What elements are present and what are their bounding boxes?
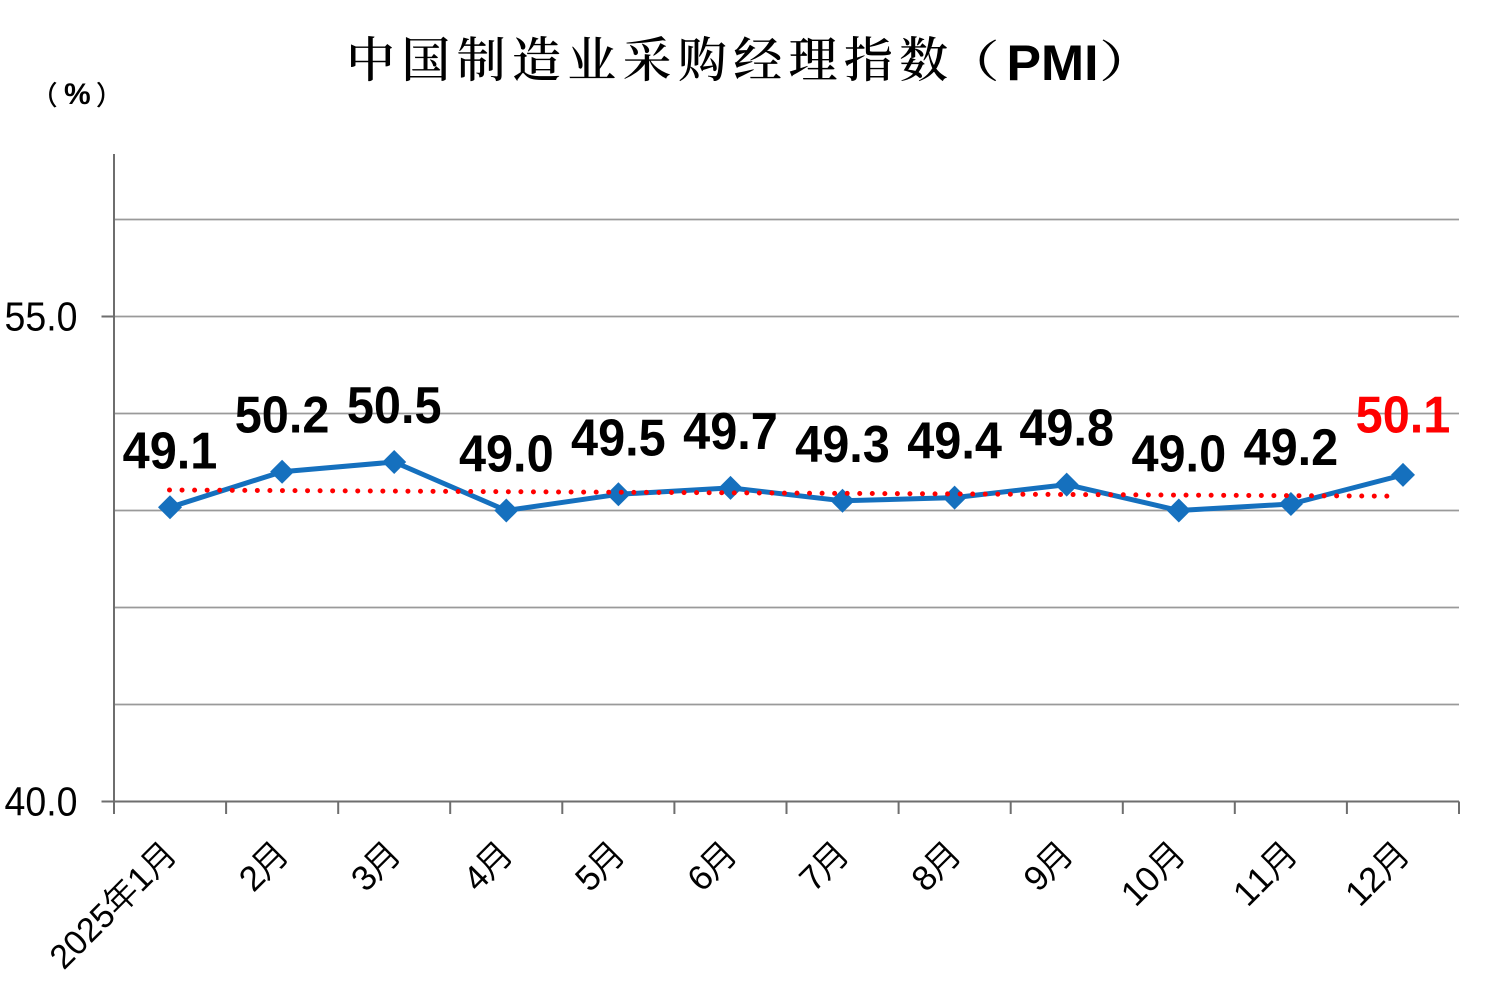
svg-text:49.3: 49.3 [795,416,890,474]
svg-text:49.4: 49.4 [907,413,1002,471]
svg-text:49.0: 49.0 [459,426,554,484]
svg-text:55.0: 55.0 [5,294,78,340]
svg-text:50.1: 50.1 [1356,387,1451,445]
svg-text:49.5: 49.5 [571,409,666,467]
svg-text:49.8: 49.8 [1019,400,1114,458]
svg-text:40.0: 40.0 [5,779,78,825]
svg-text:%: % [64,78,91,111]
svg-text:PMI: PMI [1007,35,1099,91]
svg-text:49.7: 49.7 [683,403,778,461]
svg-text:50.5: 50.5 [347,377,442,435]
svg-text:49.1: 49.1 [123,422,218,480]
svg-text:49.0: 49.0 [1131,426,1226,484]
svg-text:50.2: 50.2 [235,387,330,445]
svg-text:49.2: 49.2 [1244,419,1339,477]
